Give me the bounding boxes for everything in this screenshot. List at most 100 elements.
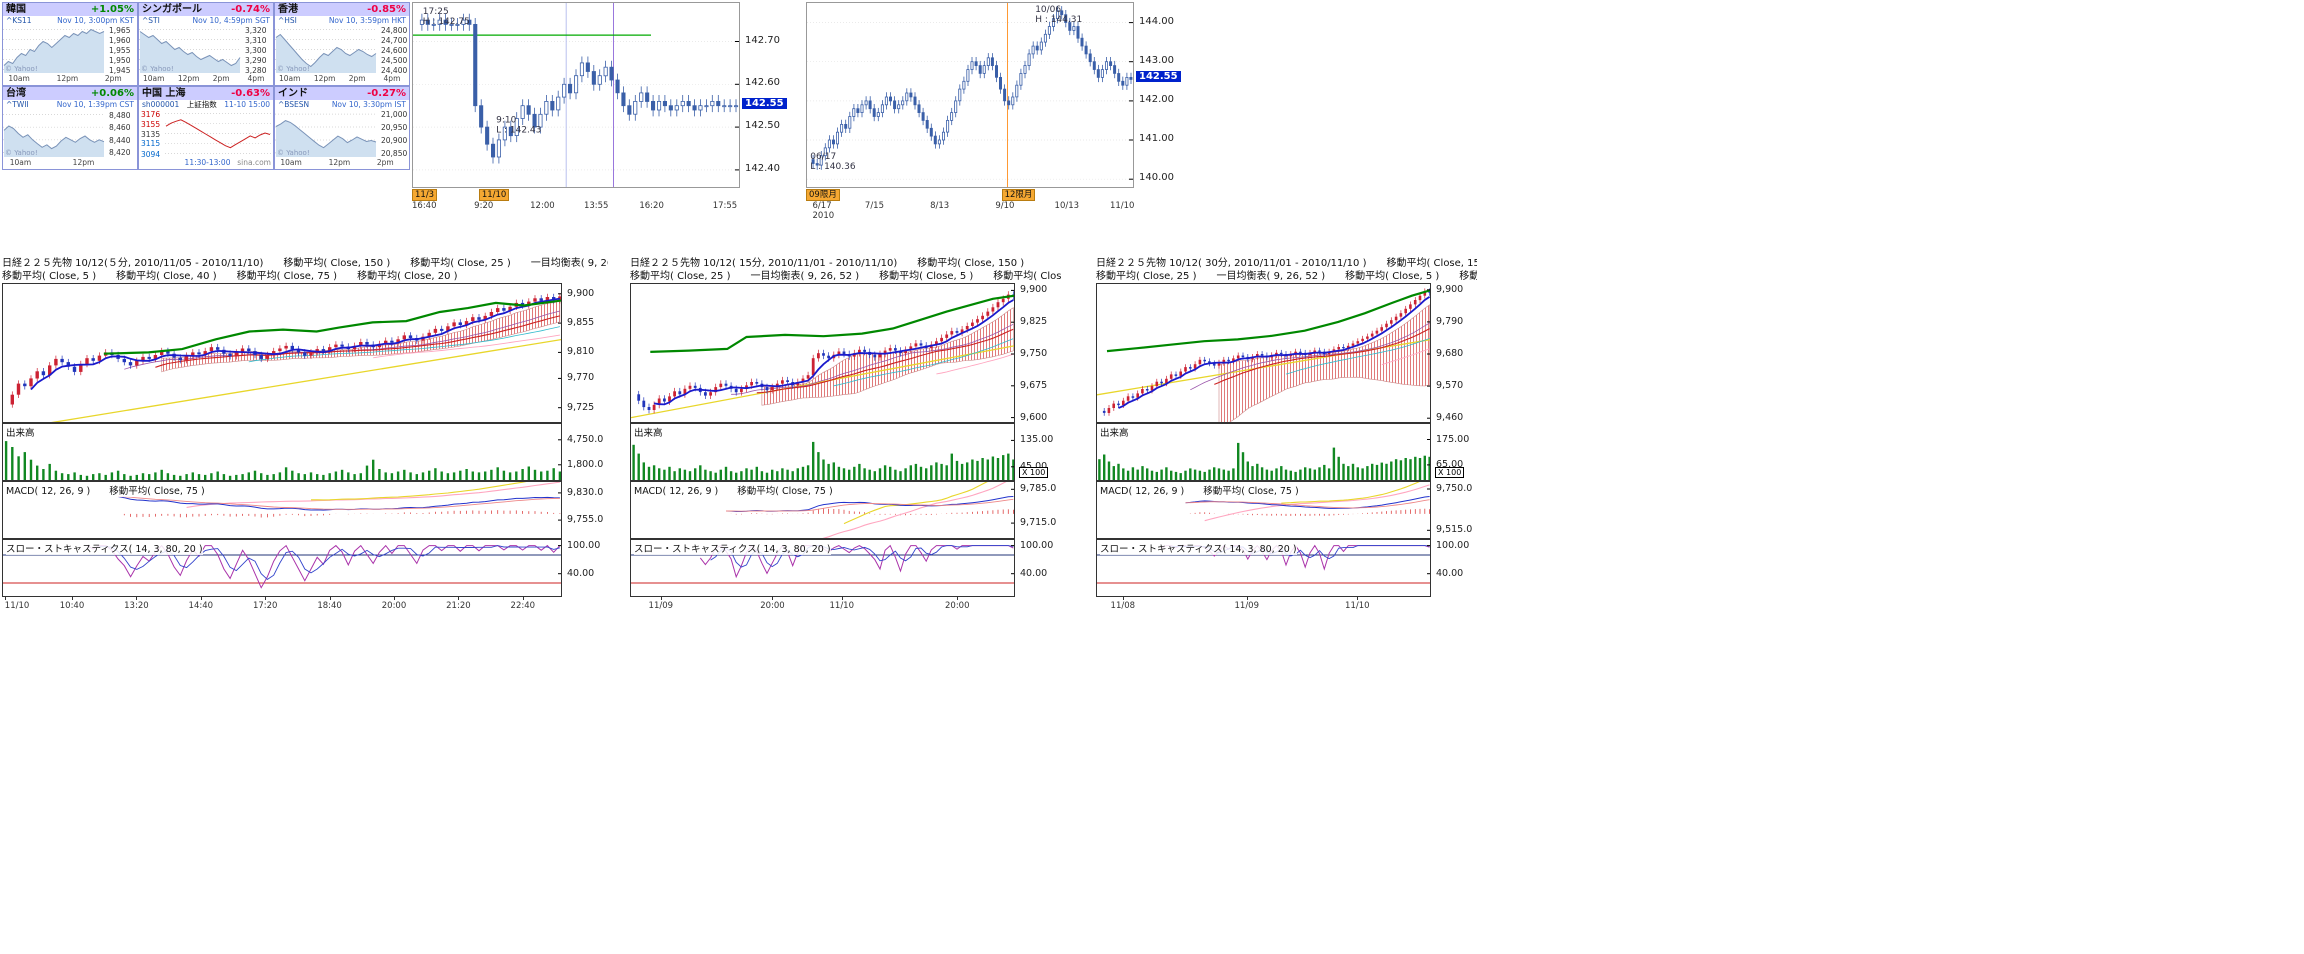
stochastics-pane[interactable]: スロー・ストキャスティクス( 14, 3, 80, 20 ) xyxy=(1096,539,1431,597)
index-name: 上証指数 xyxy=(186,100,217,109)
macd-pane[interactable]: MACD( 12, 26, 9 ) 移動平均( Close, 75 ) xyxy=(630,481,1015,539)
market-time: Nov 10, 3:59pm HKT xyxy=(328,16,406,25)
market-name: インド xyxy=(278,88,308,99)
sparkline-chart[interactable]: © Yahoo! xyxy=(275,110,379,158)
macd-pane-label: MACD( 12, 26, 9 ) 移動平均( Close, 75 ) xyxy=(6,483,205,497)
yahoo-watermark: © Yahoo! xyxy=(277,65,310,73)
svg-text:H : 142.75: H : 142.75 xyxy=(423,17,470,27)
market-change: -0.74% xyxy=(231,4,270,15)
market-change: +1.05% xyxy=(90,4,134,15)
market-name: シンガポール xyxy=(142,4,202,15)
svg-text:9:10: 9:10 xyxy=(496,115,516,125)
candlestick-plot[interactable]: 10/06 H : 144.31 06/17 L : 140.36 xyxy=(806,2,1134,188)
time-axis: 11/10 10:40 13:20 14:40 17:20 18:40 20:00 21:20… xyxy=(2,597,562,615)
tech-chart-15min[interactable]: 日経２２５先物 10/12( 15分, 2010/11/01 - 2010/11… xyxy=(630,257,1061,615)
y-axis-labels: 1,965 1,960 1,955 1,950 1,945 xyxy=(109,25,131,75)
volume-pane-label: 出来高 xyxy=(6,425,35,439)
chart-title-line2: 移動平均( Close, 5 ) 移動平均( Close, 40 ) 移動平均(… xyxy=(2,271,458,282)
intraday-chart[interactable]: 17:25 H : 142.75 9:10 L : 142.43 142.70 142.6… xyxy=(412,2,787,214)
volume-scale-badge: X 100 xyxy=(1019,467,1049,478)
volume-pane[interactable]: 出来高 xyxy=(630,423,1015,481)
sparkline-chart[interactable] xyxy=(165,110,273,158)
market-symbol: ^STI xyxy=(142,16,160,25)
svg-text:L : 142.43: L : 142.43 xyxy=(496,125,541,135)
svg-text:10/06: 10/06 xyxy=(1035,5,1061,15)
stochastics-pane-label: スロー・ストキャスティクス( 14, 3, 80, 20 ) xyxy=(1100,541,1297,555)
yahoo-watermark: © Yahoo! xyxy=(277,149,310,157)
sparkline-chart[interactable]: © Yahoo! xyxy=(3,26,107,74)
sparkline-chart[interactable]: © Yahoo! xyxy=(275,26,379,74)
svg-text:L : 140.36: L : 140.36 xyxy=(810,162,856,172)
lunch-break-label: 11:30-13:00 xyxy=(184,158,231,167)
market-symbol: ^KS11 xyxy=(6,16,32,25)
market-change: -0.85% xyxy=(367,4,406,15)
svg-text:H : 144.31: H : 144.31 xyxy=(1035,15,1082,25)
tech-chart-30min[interactable]: 日経２２５先物 10/12( 30分, 2010/11/01 - 2010/11… xyxy=(1096,257,1477,615)
market-symbol: sh000001 xyxy=(142,100,180,109)
market-change: -0.63% xyxy=(231,88,270,99)
market-name: 韓国 xyxy=(6,4,26,15)
market-panel-singapore[interactable]: シンガポール -0.74% ^STI Nov 10, 4:59pm SGT © Yaho… xyxy=(138,2,274,86)
x-axis-labels: 10am 12pm 2pm xyxy=(280,158,394,167)
price-axis: 144.00 143.00 142.00 141.00 140.00 142.55 xyxy=(1134,2,1181,186)
market-symbol: ^HSI xyxy=(278,16,297,25)
yahoo-watermark: © Yahoo! xyxy=(141,65,174,73)
macd-pane[interactable]: MACD( 12, 26, 9 ) 移動平均( Close, 75 ) xyxy=(1096,481,1431,539)
market-time: Nov 10, 3:30pm IST xyxy=(331,100,406,109)
volume-pane-label: 出来高 xyxy=(634,425,663,439)
market-header: 韓国 +1.05% xyxy=(3,3,137,16)
market-header: 中国 上海 -0.63% xyxy=(139,87,273,100)
market-name: 香港 xyxy=(278,4,298,15)
price-axis: 142.70 142.60 142.50 142.40 142.55 xyxy=(740,2,787,186)
y-axis-labels: 3,320 3,310 3,300 3,290 3,280 xyxy=(245,25,267,75)
time-axis: 11/08 11/09 11/10 xyxy=(1096,597,1431,615)
last-price-badge: 142.55 xyxy=(1136,71,1181,83)
volume-pane[interactable]: 出来高 xyxy=(2,423,562,481)
y-axis-labels: 8,480 8,460 8,440 8,420 xyxy=(109,110,131,158)
svg-text:06/17: 06/17 xyxy=(810,152,836,162)
market-panel-hongkong[interactable]: 香港 -0.85% ^HSI Nov 10, 3:59pm HKT © Yahoo! 24… xyxy=(274,2,410,86)
stochastics-pane-label: スロー・ストキャスティクス( 14, 3, 80, 20 ) xyxy=(6,541,203,555)
macd-pane-label: MACD( 12, 26, 9 ) 移動平均( Close, 75 ) xyxy=(634,483,833,497)
date-chip: 11/3 xyxy=(412,189,438,201)
volume-pane[interactable]: 出来高 xyxy=(1096,423,1431,481)
sparkline-chart[interactable]: © Yahoo! xyxy=(139,26,243,74)
market-change: +0.06% xyxy=(90,88,134,99)
market-panel-korea[interactable]: 韓国 +1.05% ^KS11 Nov 10, 3:00pm KST © Yahoo! 1… xyxy=(2,2,138,86)
chart-title-line1: 日経２２５先物 10/12( 15分, 2010/11/01 - 2010/11… xyxy=(630,258,1025,269)
macd-pane[interactable]: MACD( 12, 26, 9 ) 移動平均( Close, 75 ) xyxy=(2,481,562,539)
market-name: 台湾 xyxy=(6,88,26,99)
daily-chart[interactable]: 10/06 H : 144.31 06/17 L : 140.36 144.00 143.… xyxy=(806,2,1181,221)
market-panel-shanghai[interactable]: 中国 上海 -0.63% sh000001 上証指数 11-10 15:00 3176 31… xyxy=(138,86,274,170)
x-axis-labels: 10am 12pm 2pm xyxy=(8,74,122,83)
yahoo-watermark: © Yahoo! xyxy=(5,65,38,73)
volume-scale-badge: X 100 xyxy=(1435,467,1465,478)
market-panel-india[interactable]: インド -0.27% ^BSESN Nov 10, 3:30pm IST © Yahoo… xyxy=(274,86,410,170)
stochastics-pane-label: スロー・ストキャスティクス( 14, 3, 80, 20 ) xyxy=(634,541,831,555)
market-time: Nov 10, 3:00pm KST xyxy=(57,16,134,25)
stochastics-pane[interactable]: スロー・ストキャスティクス( 14, 3, 80, 20 ) xyxy=(630,539,1015,597)
market-panel-taiwan[interactable]: 台湾 +0.06% ^TWII Nov 10, 1:39pm CST © Yahoo! 8… xyxy=(2,86,138,170)
date-chip: 11/10 xyxy=(478,189,510,201)
x-axis-labels: 10am 12pm 2pm 4pm xyxy=(143,74,265,83)
tech-chart-5min[interactable]: 日経２２５先物 10/12(５分, 2010/11/05 - 2010/11/1… xyxy=(2,257,608,615)
x-axis-labels: 11:30-13:00 sina.com xyxy=(139,158,273,168)
time-axis: 11/09 20:00 11/10 20:00 xyxy=(630,597,1015,615)
market-symbol: ^TWII xyxy=(6,100,29,109)
market-name: 中国 上海 xyxy=(142,88,186,99)
time-axis: 09限月 12限月 6/17 2010 7/15 8/13 9/10 10/13 11/10 xyxy=(806,188,1134,221)
price-pane[interactable] xyxy=(1096,283,1431,423)
sparkline-chart[interactable]: © Yahoo! xyxy=(3,110,107,158)
sina-watermark: sina.com xyxy=(237,158,271,167)
market-header: 香港 -0.85% xyxy=(275,3,409,16)
price-pane[interactable] xyxy=(630,283,1015,423)
stochastics-pane[interactable]: スロー・ストキャスティクス( 14, 3, 80, 20 ) xyxy=(2,539,562,597)
price-pane[interactable] xyxy=(2,283,562,423)
last-price-badge: 142.55 xyxy=(742,97,787,109)
candlestick-plot[interactable]: 17:25 H : 142.75 9:10 L : 142.43 xyxy=(412,2,740,188)
y-axis-labels: 21,000 20,950 20,900 20,850 xyxy=(381,110,408,158)
value-axis: 9,900 9,790 9,680 9,570 9,460 175.00 65.00 X 10… xyxy=(1435,283,1473,579)
mini-markets: 韓国 +1.05% ^KS11 Nov 10, 3:00pm KST © Yahoo! 1… xyxy=(2,2,410,170)
yahoo-watermark: © Yahoo! xyxy=(5,149,38,157)
